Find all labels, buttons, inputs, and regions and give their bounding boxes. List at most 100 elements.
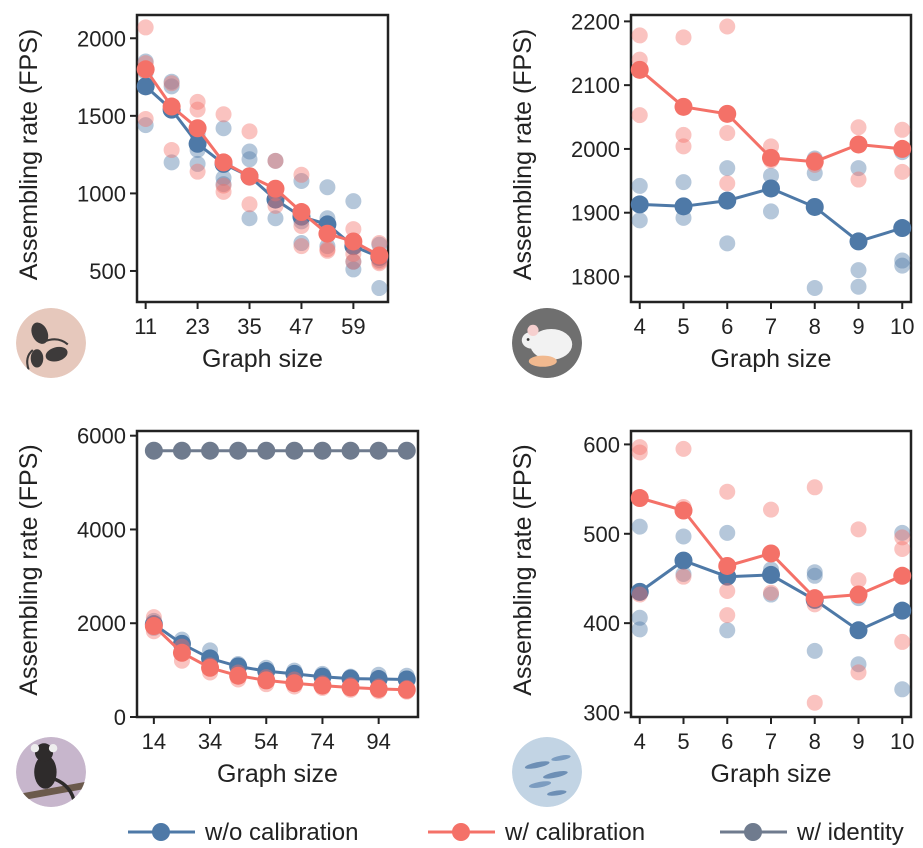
y-tick-label: 6000 <box>77 424 126 449</box>
zebrafish-icon <box>512 737 582 807</box>
scatter-point <box>894 524 911 541</box>
y-tick-label: 2200 <box>571 9 620 34</box>
x-tick-label: 34 <box>198 729 222 754</box>
x-tick-label: 10 <box>890 314 914 339</box>
series-identity <box>144 441 416 460</box>
series-point <box>397 680 416 699</box>
scatter-point <box>631 177 648 194</box>
y-tick-label: 1500 <box>77 104 126 129</box>
series-point <box>240 167 259 186</box>
scatter-point <box>293 172 310 189</box>
scatter-point <box>675 568 692 585</box>
scatter-point <box>850 262 867 279</box>
scatter-point <box>215 176 232 193</box>
x-tick-label: 5 <box>677 314 689 339</box>
scatter-point <box>806 564 823 581</box>
scatter-point <box>241 210 258 227</box>
series-point <box>718 104 737 123</box>
scatter-point <box>675 29 692 46</box>
series-point <box>762 179 780 198</box>
x-tick-label: 35 <box>237 314 261 339</box>
scatter-point <box>189 93 206 110</box>
chart-panel-top-left: 11 23 35 47 59 500 1000 1500 2000 Graph size Assem… <box>15 13 390 373</box>
scatter-point <box>850 656 867 673</box>
scatter-point <box>719 483 736 500</box>
x-axis-label: Graph size <box>711 760 832 788</box>
scatter-point <box>345 253 362 270</box>
scatter-point <box>215 177 232 194</box>
series-point <box>341 441 360 460</box>
series-w <box>136 19 389 272</box>
scatter-point <box>631 609 648 626</box>
scatter-point <box>371 280 388 297</box>
series-point <box>849 621 868 640</box>
y-tick-label: 1000 <box>77 181 126 206</box>
x-axis-label: Graph size <box>217 760 338 788</box>
legend-item-w: w/ calibration <box>428 819 645 846</box>
series-point <box>285 441 304 460</box>
scatter-point <box>894 529 911 546</box>
scatter-point <box>894 257 911 274</box>
scatter-point <box>267 152 284 169</box>
series-point <box>893 219 912 238</box>
chart-panel-top-right: 4 5 6 7 8 9 10 1800 1900 2000 2100 2200 Graph size As… <box>509 9 914 373</box>
series-point <box>397 441 416 460</box>
x-tick-label: 9 <box>852 314 864 339</box>
scatter-point <box>215 120 232 137</box>
scatter-point <box>675 566 692 582</box>
y-tick-label: 500 <box>583 522 620 547</box>
x-tick-label: 9 <box>852 729 864 754</box>
y-tick-label: 0 <box>114 705 126 730</box>
chart-panel-bottom-right: 4 5 6 7 8 9 10 300 400 500 600 Graph size Assembling… <box>509 429 914 788</box>
scatter-point <box>631 107 648 124</box>
scatter-point <box>719 175 736 192</box>
x-tick-label: 6 <box>721 729 733 754</box>
y-tick-label: 1900 <box>571 201 620 226</box>
series-point <box>718 556 737 575</box>
y-axis-label: Assembling rate (FPS) <box>509 444 537 695</box>
x-tick-label: 59 <box>341 314 365 339</box>
scatter-point <box>850 664 867 681</box>
scatter-point <box>631 439 648 456</box>
scatter-point <box>719 18 736 35</box>
scatter-point <box>675 528 692 545</box>
marmoset-icon <box>16 737 86 807</box>
flies-icon <box>16 308 86 378</box>
scatter-point <box>719 582 736 599</box>
scatter-point <box>675 174 692 191</box>
scatter-point <box>137 19 154 36</box>
x-tick-label: 8 <box>809 314 821 339</box>
scatter-point <box>189 163 206 180</box>
mouse-icon <box>512 308 582 378</box>
series-line <box>144 68 381 257</box>
scatter-point <box>894 540 911 557</box>
scatter-point <box>763 167 779 184</box>
chart-panel-bottom-left: 14 34 54 74 94 0 2000 4000 6000 Graph size Assembl… <box>15 424 420 788</box>
series-point <box>201 441 220 460</box>
scatter-point <box>631 212 648 229</box>
scatter-point <box>189 155 206 172</box>
series-point <box>172 441 191 460</box>
x-tick-label: 94 <box>366 729 390 754</box>
y-tick-label: 500 <box>89 259 126 284</box>
scatter-point <box>163 73 180 90</box>
legend-label-wo: w/o calibration <box>204 819 358 846</box>
scatter-point <box>293 238 310 255</box>
x-tick-label: 14 <box>142 729 166 754</box>
x-tick-label: 54 <box>254 729 278 754</box>
y-tick-label: 300 <box>583 701 620 726</box>
scatter-point <box>241 196 258 213</box>
series-point <box>344 232 363 251</box>
series-point <box>630 582 649 601</box>
series-point <box>172 643 191 662</box>
series-point <box>370 246 389 265</box>
series-point <box>630 489 649 508</box>
scatter-point <box>345 261 362 278</box>
x-tick-label: 11 <box>134 314 157 339</box>
series-point <box>229 441 248 460</box>
scatter-point <box>163 154 180 171</box>
x-tick-label: 10 <box>890 729 914 754</box>
series-point <box>630 60 649 79</box>
scatter-point <box>675 440 692 457</box>
